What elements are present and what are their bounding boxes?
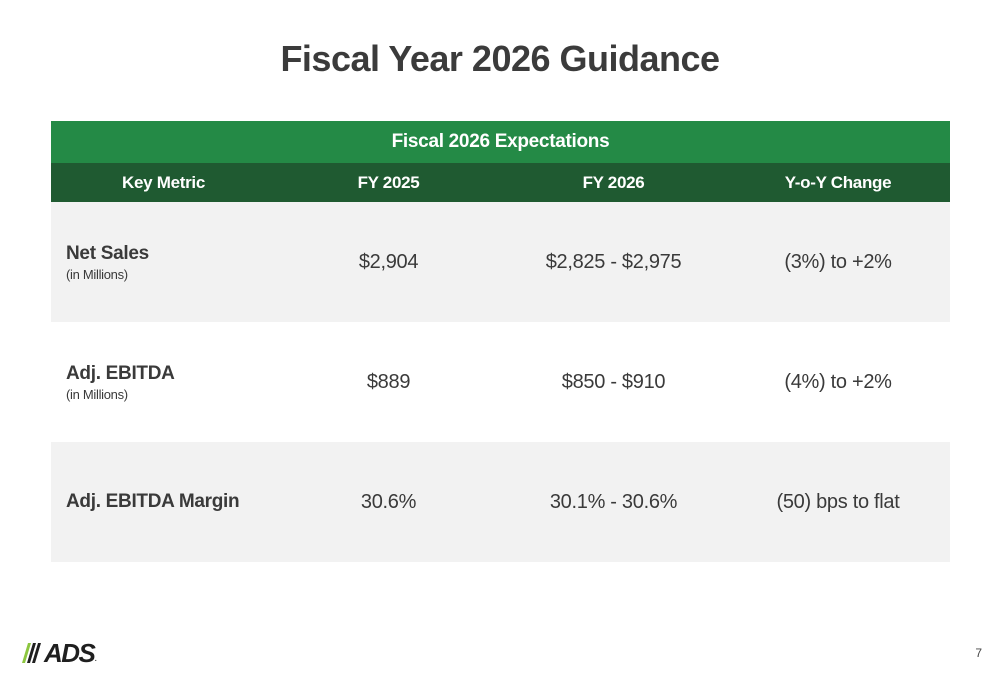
ads-logo: ADS . [22,638,97,668]
fy2025-value: $889 [366,370,411,393]
metric-cell: Net Sales (in Millions) [51,243,276,282]
fy2025-value: 30.6% [360,490,417,513]
fy2026-value: $2,825 - $2,975 [545,250,682,273]
metric-cell: Adj. EBITDA (in Millions) [51,363,276,402]
metric-name: Adj. EBITDA Margin [66,491,240,512]
metric-unit: (in Millions) [66,386,128,402]
metric-name: Adj. EBITDA [66,362,175,384]
metric-name: Net Sales [66,242,149,264]
yoy-value: (50) bps to flat [776,490,900,513]
header-fy2025: FY 2025 [357,172,420,192]
metric-cell: Adj. EBITDA Margin [51,491,276,513]
table-banner: Fiscal 2026 Expectations [51,121,950,163]
fy2026-value: $850 - $910 [561,370,666,393]
slide-title: Fiscal Year 2026 Guidance [280,38,720,79]
table-row: Adj. EBITDA Margin 30.6% 30.1% - 30.6% (… [51,442,950,562]
logo-slashes-icon [22,643,41,663]
header-fy2026: FY 2026 [582,172,645,192]
table-row: Adj. EBITDA (in Millions) $889 $850 - $9… [51,322,950,442]
yoy-value: (4%) to +2% [784,370,892,393]
logo-text: ADS [44,637,96,668]
table-header-row: Key Metric FY 2025 FY 2026 Y-o-Y Change [51,163,950,202]
guidance-table: Fiscal 2026 Expectations Key Metric FY 2… [51,121,950,562]
header-yoy-change: Y-o-Y Change [784,172,892,192]
page-number: 7 [975,646,982,660]
yoy-value: (3%) to +2% [784,250,892,273]
metric-unit: (in Millions) [66,266,128,282]
header-key-metric: Key Metric [122,172,205,192]
logo-registered-dot: . [94,653,98,664]
fy2026-value: 30.1% - 30.6% [549,490,678,513]
table-row: Net Sales (in Millions) $2,904 $2,825 - … [51,202,950,322]
fy2025-value: $2,904 [358,250,419,273]
